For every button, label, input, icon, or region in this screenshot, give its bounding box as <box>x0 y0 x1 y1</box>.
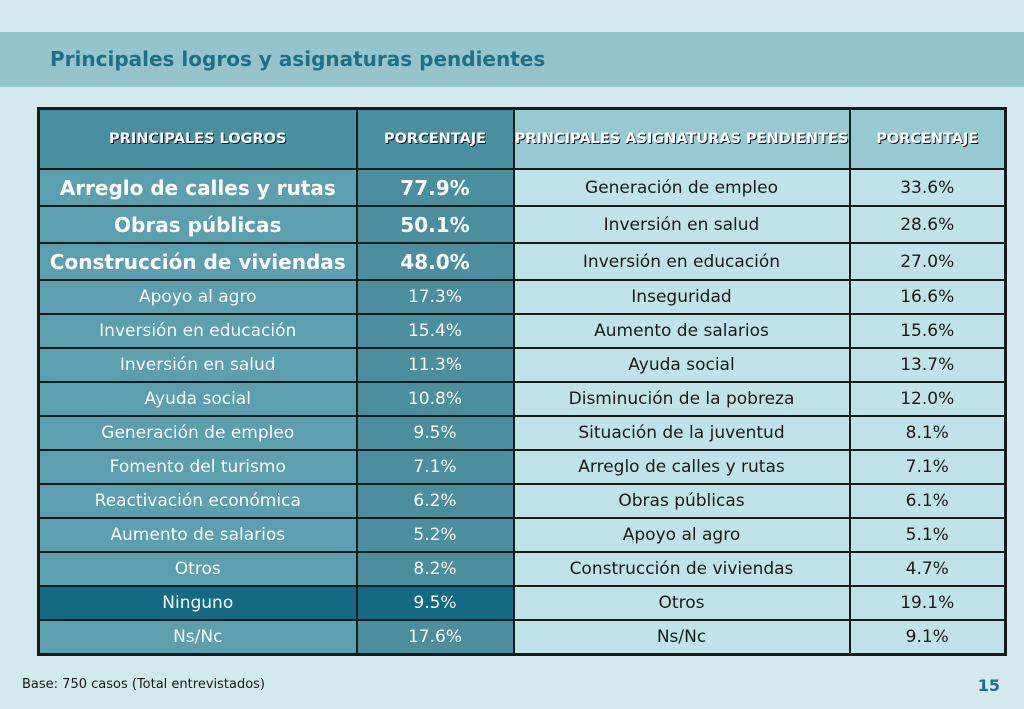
logro-value: 50.1% <box>355 205 515 244</box>
pendiente-label: Ayuda social <box>512 347 851 383</box>
pendiente-label: Inversión en educación <box>512 242 851 281</box>
pendiente-value: 8.1% <box>848 415 1007 451</box>
page-title: Principales logros y asignaturas pendien… <box>50 47 546 71</box>
pendiente-value: 15.6% <box>848 313 1007 349</box>
header-right-label: PRINCIPALES ASIGNATURAS PENDIENTES <box>512 107 851 170</box>
logro-value: 5.2% <box>355 517 515 553</box>
table-row: Arreglo de calles y rutas 77.9% Generaci… <box>37 168 1007 207</box>
pendiente-label: Ns/Nc <box>512 619 851 656</box>
pendiente-label: Situación de la juventud <box>512 415 851 451</box>
table-row: Generación de empleo 9.5% Situación de l… <box>37 415 1007 451</box>
table-row: Ns/Nc 17.6% Ns/Nc 9.1% <box>37 619 1007 656</box>
logro-value: 9.5% <box>355 415 515 451</box>
title-band <box>0 32 1024 87</box>
logro-label: Otros <box>37 551 358 587</box>
logro-label: Generación de empleo <box>37 415 358 451</box>
logro-value: 11.3% <box>355 347 515 383</box>
header-left-value: PORCENTAJE <box>355 107 515 170</box>
pendiente-label: Inseguridad <box>512 279 851 315</box>
table-row: Otros 8.2% Construcción de viviendas 4.7… <box>37 551 1007 587</box>
pendiente-value: 6.1% <box>848 483 1007 519</box>
logro-label: Construcción de viviendas <box>37 242 358 281</box>
table-row: Reactivación económica 6.2% Obras públic… <box>37 483 1007 519</box>
pendiente-label: Obras públicas <box>512 483 851 519</box>
pendiente-value: 9.1% <box>848 619 1007 656</box>
logro-value: 7.1% <box>355 449 515 485</box>
table-row: Ayuda social 10.8% Disminución de la pob… <box>37 381 1007 417</box>
table-row: Inversión en salud 11.3% Ayuda social 13… <box>37 347 1007 383</box>
pendiente-label: Construcción de viviendas <box>512 551 851 587</box>
logro-label: Ayuda social <box>37 381 358 417</box>
pendiente-label: Aumento de salarios <box>512 313 851 349</box>
table-row: Aumento de salarios 5.2% Apoyo al agro 5… <box>37 517 1007 553</box>
pendiente-label: Generación de empleo <box>512 168 851 207</box>
logro-value: 6.2% <box>355 483 515 519</box>
base-note: Base: 750 casos (Total entrevistados) <box>22 677 266 692</box>
logro-value: 9.5% <box>355 585 515 621</box>
table-row: Inversión en educación 15.4% Aumento de … <box>37 313 1007 349</box>
header-right-value: PORCENTAJE <box>848 107 1007 170</box>
page-number: 15 <box>977 676 1000 695</box>
logro-label: Inversión en salud <box>37 347 358 383</box>
logro-label: Aumento de salarios <box>37 517 358 553</box>
logro-value: 17.3% <box>355 279 515 315</box>
pendiente-value: 12.0% <box>848 381 1007 417</box>
logro-label: Fomento del turismo <box>37 449 358 485</box>
logro-label: Inversión en educación <box>37 313 358 349</box>
pendiente-label: Disminución de la pobreza <box>512 381 851 417</box>
pendiente-value: 33.6% <box>848 168 1007 207</box>
header-left-label: PRINCIPALES LOGROS <box>37 107 358 170</box>
logro-value: 15.4% <box>355 313 515 349</box>
pendiente-value: 28.6% <box>848 205 1007 244</box>
pendiente-value: 27.0% <box>848 242 1007 281</box>
pendiente-value: 16.6% <box>848 279 1007 315</box>
logro-value: 77.9% <box>355 168 515 207</box>
table-row: Obras públicas 50.1% Inversión en salud … <box>37 205 1007 244</box>
pendiente-label: Otros <box>512 585 851 621</box>
logro-value: 17.6% <box>355 619 515 656</box>
pendiente-label: Inversión en salud <box>512 205 851 244</box>
pendiente-value: 19.1% <box>848 585 1007 621</box>
logro-label: Ninguno <box>37 585 358 621</box>
logro-value: 10.8% <box>355 381 515 417</box>
logro-label: Ns/Nc <box>37 619 358 656</box>
table-row: Apoyo al agro 17.3% Inseguridad 16.6% <box>37 279 1007 315</box>
results-table: PRINCIPALES LOGROS PORCENTAJE PRINCIPALE… <box>37 107 1007 656</box>
table-row: Ninguno 9.5% Otros 19.1% <box>37 585 1007 621</box>
logro-value: 48.0% <box>355 242 515 281</box>
logro-value: 8.2% <box>355 551 515 587</box>
table-header-row: PRINCIPALES LOGROS PORCENTAJE PRINCIPALE… <box>37 107 1007 170</box>
pendiente-label: Arreglo de calles y rutas <box>512 449 851 485</box>
table-row: Fomento del turismo 7.1% Arreglo de call… <box>37 449 1007 485</box>
pendiente-value: 4.7% <box>848 551 1007 587</box>
pendiente-value: 5.1% <box>848 517 1007 553</box>
table-row: Construcción de viviendas 48.0% Inversió… <box>37 242 1007 281</box>
pendiente-value: 13.7% <box>848 347 1007 383</box>
logro-label: Obras públicas <box>37 205 358 244</box>
logro-label: Apoyo al agro <box>37 279 358 315</box>
logro-label: Reactivación económica <box>37 483 358 519</box>
pendiente-label: Apoyo al agro <box>512 517 851 553</box>
pendiente-value: 7.1% <box>848 449 1007 485</box>
logro-label: Arreglo de calles y rutas <box>37 168 358 207</box>
